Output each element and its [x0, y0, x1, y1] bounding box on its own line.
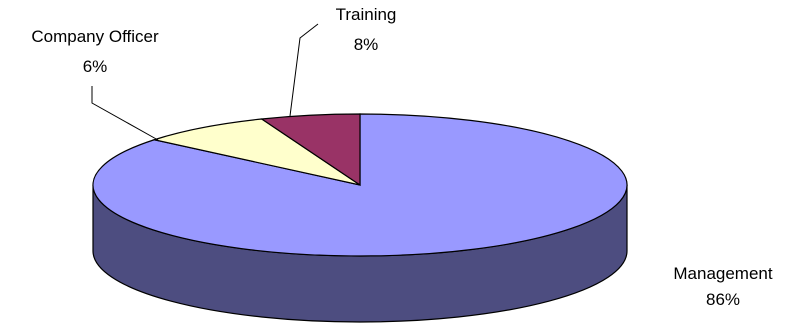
value-label-company-officer: 6% — [83, 57, 108, 76]
category-label-management: Management — [673, 264, 773, 283]
leader-line-training — [289, 23, 319, 117]
leader-line-company-officer — [91, 86, 159, 141]
data-label-company-officer: Company Officer 6% — [31, 27, 159, 76]
data-label-management: Management 86% — [673, 264, 773, 309]
value-label-management: 86% — [706, 290, 740, 309]
category-label-company-officer: Company Officer — [31, 27, 159, 46]
category-label-training: Training — [336, 5, 397, 24]
value-label-training: 8% — [354, 35, 379, 54]
pie-slice-company-officer — [260, 113, 361, 187]
data-label-training: Training 8% — [336, 5, 397, 54]
pie-slice-training — [151, 118, 361, 186]
pie-top-layer — [92, 113, 628, 257]
